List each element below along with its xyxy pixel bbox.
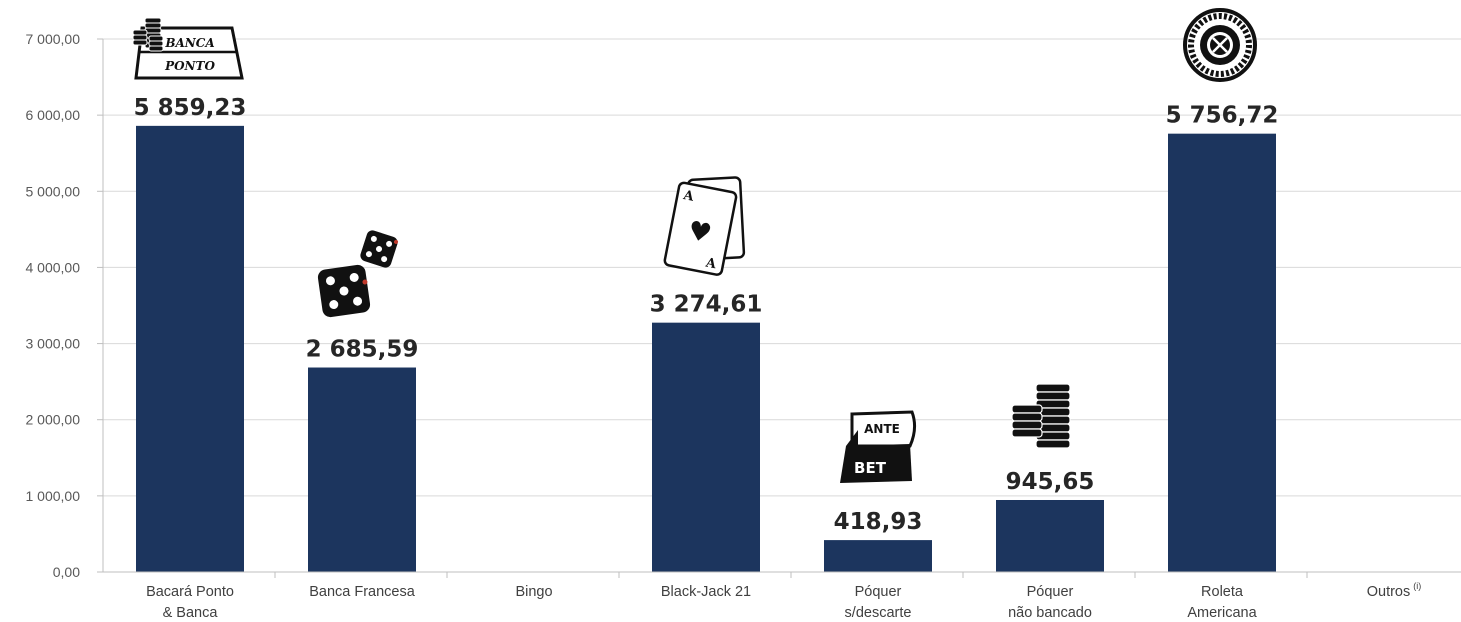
y-tick-label: 0,00 xyxy=(53,564,80,580)
data-label: 418,93 xyxy=(834,509,923,535)
data-label: 2 685,59 xyxy=(306,337,419,363)
baccarat-table-icon: BANCA PONTO xyxy=(132,17,244,80)
bar xyxy=(308,367,416,572)
poker-chips-icon xyxy=(1011,383,1071,449)
x-tick-label: Roleta Americana xyxy=(1187,584,1257,621)
svg-text:♥: ♥ xyxy=(685,216,714,250)
svg-text:BANCA: BANCA xyxy=(164,36,214,50)
x-tick-label: Póquer não bancado xyxy=(1008,584,1092,621)
svg-text:ANTE: ANTE xyxy=(864,422,900,436)
x-tick-label: Póquer s/descarte xyxy=(845,584,912,621)
bar xyxy=(996,499,1104,572)
data-label: 5 859,23 xyxy=(134,95,247,121)
playing-cards-icon: J A ♥ A xyxy=(663,176,746,276)
y-axis: 0,00 1 000,00 2 000,00 3 000,00 4 000,00 5 00… xyxy=(26,31,104,580)
svg-text:A: A xyxy=(704,255,719,272)
svg-text:BET: BET xyxy=(854,459,887,477)
x-tick-label: Bacará Ponto & Banca xyxy=(146,584,234,621)
y-tick-label: 5 000,00 xyxy=(26,183,81,199)
svg-text:PONTO: PONTO xyxy=(164,59,215,73)
icons: BANCA PONTO xyxy=(132,8,1257,483)
y-tick-label: 1 000,00 xyxy=(26,488,81,504)
bar xyxy=(824,540,932,572)
y-tick-label: 6 000,00 xyxy=(26,107,81,123)
dice-icon xyxy=(317,230,399,318)
y-tick-label: 3 000,00 xyxy=(26,336,81,352)
x-tick-label: Outros (i) xyxy=(1367,581,1422,600)
y-tick-label: 4 000,00 xyxy=(26,259,81,275)
data-label: 3 274,61 xyxy=(650,292,763,318)
x-tick-label: Black-Jack 21 xyxy=(661,584,751,600)
data-labels: 5 859,23 2 685,59 3 274,61 418,93 945,65 5 75… xyxy=(134,95,1279,535)
bar xyxy=(1168,133,1276,573)
bars xyxy=(136,125,1276,573)
ante-bet-box-icon: ANTE BET xyxy=(840,410,917,483)
x-axis: Bacará Ponto & Banca Banca Francesa Bingo Bl… xyxy=(103,571,1461,621)
y-tick-label: 7 000,00 xyxy=(26,31,81,47)
data-label: 5 756,72 xyxy=(1166,103,1279,129)
roulette-wheel-icon xyxy=(1183,8,1257,82)
svg-text:A: A xyxy=(681,188,696,205)
y-tick-label: 2 000,00 xyxy=(26,412,81,428)
data-label: 945,65 xyxy=(1006,469,1095,495)
bar xyxy=(652,322,760,572)
x-tick-label: Banca Francesa xyxy=(309,584,416,600)
x-tick-label: Bingo xyxy=(515,584,552,600)
bar xyxy=(136,125,244,573)
